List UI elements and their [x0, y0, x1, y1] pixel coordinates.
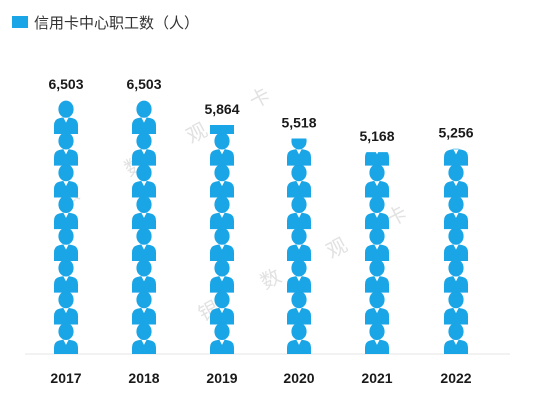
value-label: 6,503 [126, 76, 161, 92]
person-icon [287, 195, 311, 230]
x-tick-label: 2019 [206, 370, 237, 386]
person-icon [132, 322, 156, 354]
person-icon [132, 195, 156, 230]
bars-layer [54, 100, 468, 354]
person-icon [444, 259, 468, 293]
x-tick-label: 2018 [128, 370, 159, 386]
person-icon [287, 322, 311, 354]
bar-2019 [210, 124, 234, 354]
person-icon [132, 259, 156, 293]
bar-2018 [132, 100, 156, 354]
person-icon [287, 291, 311, 325]
person-icon [365, 164, 389, 198]
value-label: 5,518 [281, 114, 316, 130]
x-tick-label: 2021 [361, 370, 392, 386]
person-icon [210, 322, 234, 354]
person-icon [444, 195, 468, 230]
legend-swatch [12, 16, 28, 28]
person-icon [132, 227, 156, 261]
person-icon [287, 259, 311, 293]
person-icon [365, 322, 389, 354]
x-tick-label: 2017 [50, 370, 81, 386]
legend: 信用卡中心职工数（人） [12, 11, 199, 33]
person-icon [287, 227, 311, 261]
x-tick-label: 2020 [283, 370, 314, 386]
value-label: 5,168 [359, 128, 394, 144]
value-label: 5,864 [204, 101, 239, 117]
watermark-char: 卡 [245, 83, 274, 114]
person-icon [132, 291, 156, 325]
person-icon [210, 164, 234, 198]
person-icon [444, 227, 468, 261]
person-icon [132, 132, 156, 166]
value-label: 5,256 [438, 125, 473, 141]
person-icon [54, 322, 78, 354]
person-icon [287, 138, 311, 166]
person-icon [365, 291, 389, 325]
person-icon [54, 164, 78, 198]
person-icon [444, 291, 468, 325]
person-icon [210, 259, 234, 293]
person-icon [287, 164, 311, 198]
person-icon [210, 132, 234, 166]
bar-2020 [287, 138, 311, 354]
person-icon [54, 259, 78, 293]
person-icon [365, 259, 389, 293]
person-icon [210, 227, 234, 261]
person-icon [444, 164, 468, 198]
person-icon [444, 322, 468, 354]
x-tick-label: 2022 [440, 370, 471, 386]
person-icon [54, 227, 78, 261]
value-label: 6,503 [48, 76, 83, 92]
watermark-char: 观 [182, 118, 211, 149]
person-icon [365, 227, 389, 261]
legend-label: 信用卡中心职工数（人） [34, 13, 200, 32]
person-icon [54, 132, 78, 166]
person-icon [54, 100, 78, 134]
watermark-char: 观 [322, 233, 351, 264]
bar-2017 [54, 100, 78, 354]
watermark-char: 数 [256, 264, 285, 295]
person-icon [210, 195, 234, 230]
labels-layer: 6,503 2017 6,503 2018 5,864 2019 5,518 2020 5,16… [48, 76, 473, 386]
person-icon [54, 291, 78, 325]
person-icon [132, 100, 156, 134]
